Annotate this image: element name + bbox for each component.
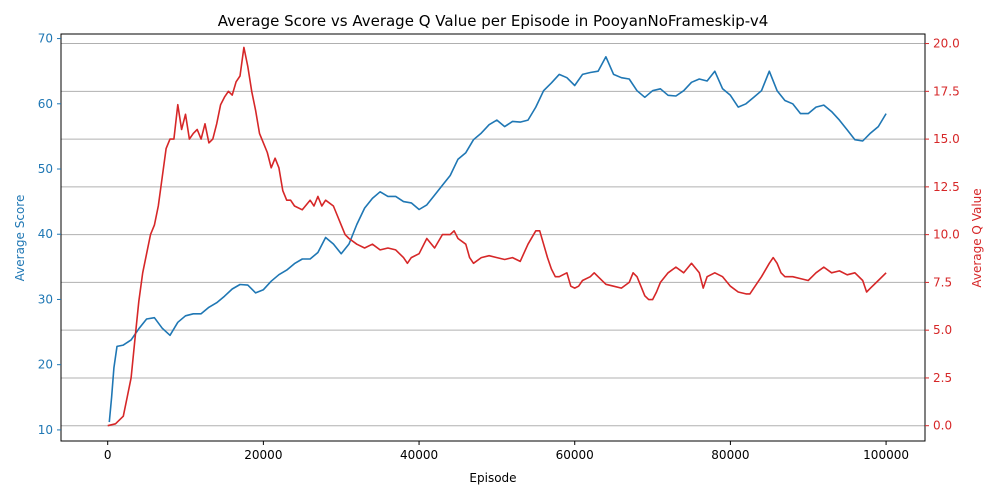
left-tick-label: 10 [38, 423, 53, 437]
left-tick-label: 50 [38, 162, 53, 176]
left-tick-label: 70 [38, 32, 53, 46]
x-axis-label: Episode [469, 471, 516, 485]
left-axis-ticks: 10 20 30 40 50 60 70 [38, 32, 61, 437]
x-tick-label: 20000 [244, 448, 282, 462]
right-tick-label: 12.5 [933, 180, 960, 194]
right-axis-label: Average Q Value [970, 188, 984, 287]
right-tick-label: 2.5 [933, 371, 952, 385]
average-q-value-line [107, 46, 887, 427]
right-tick-label: 20.0 [933, 37, 960, 51]
x-tick-label: 40000 [400, 448, 438, 462]
left-tick-label: 40 [38, 227, 53, 241]
average-score-line [108, 56, 887, 423]
right-tick-label: 17.5 [933, 84, 960, 98]
left-tick-label: 30 [38, 292, 53, 306]
left-axis-label: Average Score [13, 195, 27, 282]
right-tick-label: 15.0 [933, 132, 960, 146]
x-tick-label: 60000 [556, 448, 594, 462]
right-tick-label: 5.0 [933, 323, 952, 337]
plot-frame [60, 33, 926, 442]
right-axis-ticks: 0.0 2.5 5.0 7.5 10.0 12.5 15.0 17.5 20.0 [925, 37, 960, 433]
x-tick-label: 0 [104, 448, 112, 462]
right-tick-label: 7.5 [933, 275, 952, 289]
x-axis-ticks: 0 20000 40000 60000 80000 100000 [104, 441, 909, 462]
x-tick-label: 100000 [863, 448, 909, 462]
right-tick-label: 10.0 [933, 228, 960, 242]
horizontal-grid [61, 43, 925, 427]
left-tick-label: 60 [38, 97, 53, 111]
right-tick-label: 0.0 [933, 419, 952, 433]
left-tick-label: 20 [38, 358, 53, 372]
x-tick-label: 80000 [711, 448, 749, 462]
chart-title: Average Score vs Average Q Value per Epi… [218, 12, 769, 30]
series-lines [107, 46, 887, 427]
